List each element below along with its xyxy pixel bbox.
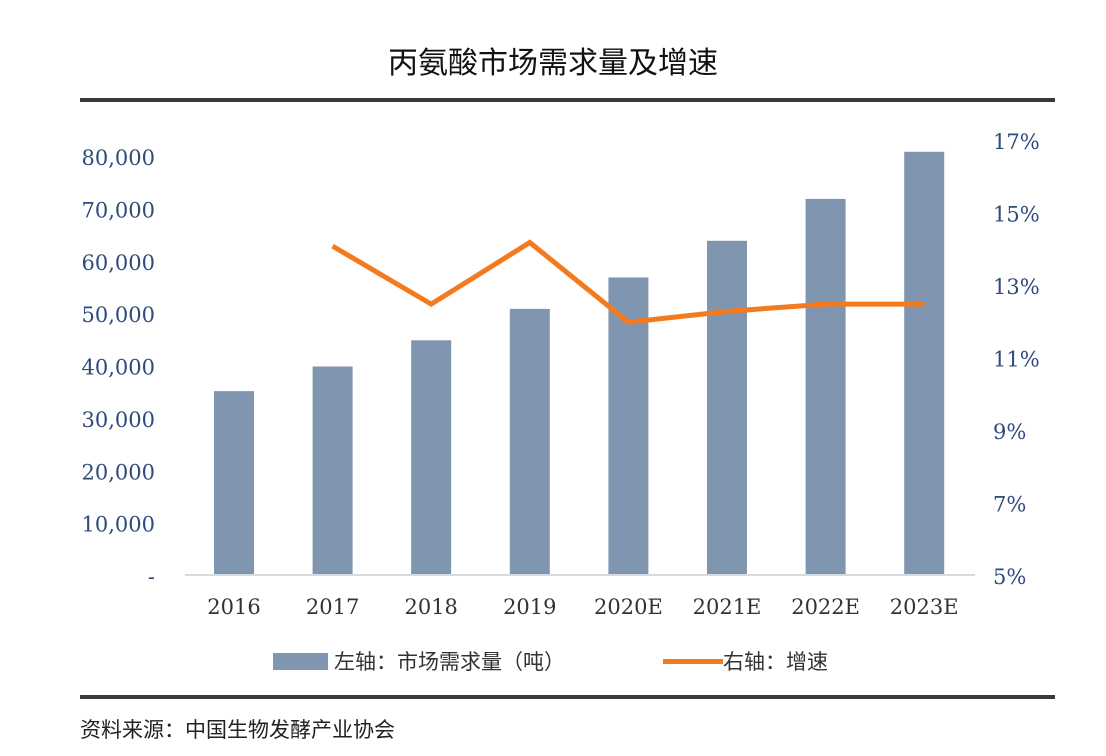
bar-2016 bbox=[214, 391, 254, 574]
right-tick-label: 17% bbox=[993, 130, 1040, 154]
left-tick-label: 60,000 bbox=[82, 251, 155, 275]
x-tick-label: 2017 bbox=[306, 595, 359, 619]
legend-line-label: 右轴：增速 bbox=[723, 650, 828, 674]
bar-2020E bbox=[608, 277, 649, 574]
left-tick-label: 80,000 bbox=[82, 146, 155, 170]
left-tick-label: 50,000 bbox=[82, 303, 155, 327]
left-tick-label: - bbox=[148, 565, 155, 589]
legend-line-swatch bbox=[663, 658, 723, 664]
x-tick-label: 2021E bbox=[693, 595, 762, 619]
left-tick-label: 10,000 bbox=[82, 513, 155, 537]
right-tick-label: 11% bbox=[993, 348, 1040, 372]
left-tick-label: 40,000 bbox=[82, 356, 155, 380]
legend-bar: 左轴：市场需求量（吨） bbox=[273, 646, 565, 676]
left-tick-label: 30,000 bbox=[82, 408, 155, 432]
bar-2019 bbox=[509, 308, 550, 574]
legend-line: 右轴：增速 bbox=[663, 646, 828, 676]
x-tick-label: 2018 bbox=[404, 595, 457, 619]
x-tick-label: 2022E bbox=[791, 595, 860, 619]
bar-2021E bbox=[707, 240, 747, 575]
x-tick-label: 2020E bbox=[594, 595, 663, 619]
legend-bar-label: 左轴：市场需求量（吨） bbox=[334, 650, 565, 674]
top-rule bbox=[80, 98, 1055, 102]
source-note: 资料来源：中国生物发酵产业协会 bbox=[80, 718, 395, 742]
left-tick-label: 70,000 bbox=[82, 198, 155, 222]
right-tick-label: 13% bbox=[993, 275, 1040, 299]
x-tick-label: 2016 bbox=[207, 595, 260, 619]
x-tick-label: 2023E bbox=[890, 595, 959, 619]
left-tick-label: 20,000 bbox=[82, 460, 155, 484]
right-tick-label: 9% bbox=[993, 420, 1026, 444]
bar-2018 bbox=[411, 340, 452, 574]
bar-2022E bbox=[805, 198, 846, 574]
bottom-rule bbox=[80, 695, 1055, 699]
right-tick-label: 7% bbox=[993, 493, 1026, 517]
legend-bar-swatch bbox=[273, 652, 328, 670]
bar-2017 bbox=[312, 366, 353, 574]
right-tick-label: 15% bbox=[993, 203, 1040, 227]
chart-title: 丙氨酸市场需求量及增速 bbox=[388, 46, 718, 81]
right-tick-label: 5% bbox=[993, 565, 1026, 589]
x-tick-label: 2019 bbox=[503, 595, 556, 619]
bar-2023E bbox=[904, 151, 945, 574]
